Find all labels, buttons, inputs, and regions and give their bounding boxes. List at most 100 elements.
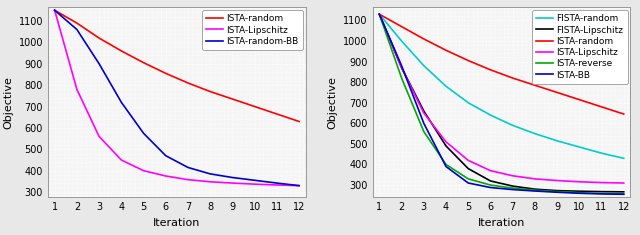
FISTA-random <box>553 139 561 142</box>
ISTA-random-BB <box>251 179 259 182</box>
ISTA-Lipschitz <box>251 183 259 186</box>
Line: ISTA-random-BB: ISTA-random-BB <box>54 10 299 186</box>
ISTA-random <box>73 22 81 24</box>
ISTA-random <box>509 77 516 79</box>
ISTA-BB <box>486 186 494 189</box>
FISTA-random <box>465 101 472 104</box>
ISTA-Lipschitz <box>73 88 81 91</box>
ISTA-Lipschitz <box>140 169 147 172</box>
ISTA-reverse <box>553 190 561 193</box>
ISTA-reverse <box>420 130 428 133</box>
ISTA-random <box>598 106 605 108</box>
ISTA-reverse <box>486 184 494 186</box>
ISTA-Lipschitz <box>228 182 236 184</box>
ISTA-random <box>486 68 494 71</box>
ISTA-Lipschitz <box>420 112 428 114</box>
FISTA-Lipschitz <box>598 190 605 193</box>
ISTA-reverse <box>397 77 405 79</box>
ISTA-BB <box>553 191 561 194</box>
ISTA-Lipschitz <box>575 180 583 183</box>
FISTA-Lipschitz <box>376 13 383 16</box>
ISTA-random <box>184 82 192 84</box>
Y-axis label: Objective: Objective <box>3 76 13 129</box>
ISTA-random <box>118 50 125 52</box>
ISTA-Lipschitz <box>486 169 494 172</box>
ISTA-random <box>553 91 561 94</box>
FISTA-random <box>598 152 605 155</box>
ISTA-random <box>95 37 103 39</box>
ISTA-random <box>620 113 628 115</box>
ISTA-random <box>273 113 281 115</box>
ISTA-reverse <box>575 191 583 194</box>
ISTA-Lipschitz <box>442 141 450 143</box>
ISTA-Lipschitz <box>95 135 103 138</box>
ISTA-Lipschitz <box>553 179 561 182</box>
ISTA-random-BB <box>228 176 236 179</box>
FISTA-Lipschitz <box>442 145 450 147</box>
FISTA-random <box>376 13 383 16</box>
FISTA-Lipschitz <box>486 180 494 182</box>
ISTA-BB <box>442 165 450 168</box>
ISTA-random-BB <box>51 9 58 12</box>
ISTA-Lipschitz <box>397 66 405 69</box>
Line: FISTA-Lipschitz: FISTA-Lipschitz <box>380 14 624 192</box>
ISTA-reverse <box>442 163 450 166</box>
ISTA-Lipschitz <box>620 182 628 184</box>
X-axis label: Iteration: Iteration <box>153 218 200 228</box>
ISTA-reverse <box>620 192 628 195</box>
ISTA-Lipschitz <box>465 159 472 162</box>
ISTA-random <box>140 61 147 64</box>
Legend: ISTA-random, ISTA-Lipschitz, ISTA-random-BB: ISTA-random, ISTA-Lipschitz, ISTA-random… <box>202 10 303 50</box>
ISTA-BB <box>598 192 605 195</box>
ISTA-reverse <box>598 192 605 195</box>
ISTA-random-BB <box>118 101 125 104</box>
ISTA-random <box>531 84 539 87</box>
Line: ISTA-Lipschitz: ISTA-Lipschitz <box>54 10 299 186</box>
ISTA-random <box>420 38 428 40</box>
FISTA-random <box>420 64 428 67</box>
Line: ISTA-random: ISTA-random <box>54 10 299 121</box>
FISTA-Lipschitz <box>531 188 539 191</box>
ISTA-Lipschitz <box>273 184 281 186</box>
FISTA-Lipschitz <box>420 110 428 112</box>
FISTA-Lipschitz <box>509 185 516 188</box>
ISTA-BB <box>620 193 628 196</box>
ISTA-random <box>575 98 583 101</box>
ISTA-random-BB <box>184 166 192 169</box>
ISTA-BB <box>531 190 539 192</box>
ISTA-BB <box>376 13 383 16</box>
ISTA-Lipschitz <box>184 178 192 181</box>
ISTA-random-BB <box>295 184 303 187</box>
ISTA-reverse <box>531 189 539 192</box>
FISTA-random <box>620 157 628 160</box>
Line: ISTA-BB: ISTA-BB <box>380 14 624 194</box>
ISTA-BB <box>575 192 583 195</box>
ISTA-Lipschitz <box>206 180 214 183</box>
ISTA-Lipschitz <box>51 9 58 12</box>
ISTA-random <box>251 105 259 108</box>
ISTA-random-BB <box>73 28 81 31</box>
Y-axis label: Objective: Objective <box>328 76 338 129</box>
Line: ISTA-Lipschitz: ISTA-Lipschitz <box>380 14 624 183</box>
ISTA-Lipschitz <box>295 184 303 187</box>
ISTA-random <box>465 59 472 62</box>
ISTA-Lipschitz <box>531 177 539 180</box>
ISTA-BB <box>397 64 405 67</box>
FISTA-Lipschitz <box>465 167 472 170</box>
ISTA-random <box>295 120 303 123</box>
ISTA-random-BB <box>95 62 103 65</box>
Legend: FISTA-random, FISTA-Lipschitz, ISTA-random, ISTA-Lipschitz, ISTA-reverse, ISTA-B: FISTA-random, FISTA-Lipschitz, ISTA-rand… <box>532 10 628 84</box>
FISTA-random <box>397 39 405 42</box>
FISTA-random <box>486 114 494 117</box>
ISTA-random <box>162 72 170 75</box>
ISTA-reverse <box>376 13 383 16</box>
ISTA-BB <box>465 182 472 184</box>
Line: FISTA-random: FISTA-random <box>380 14 624 158</box>
ISTA-random <box>51 9 58 12</box>
ISTA-random <box>206 90 214 93</box>
ISTA-Lipschitz <box>598 181 605 184</box>
FISTA-Lipschitz <box>575 190 583 193</box>
Line: ISTA-random: ISTA-random <box>380 14 624 114</box>
ISTA-random <box>228 98 236 100</box>
ISTA-random <box>376 13 383 16</box>
